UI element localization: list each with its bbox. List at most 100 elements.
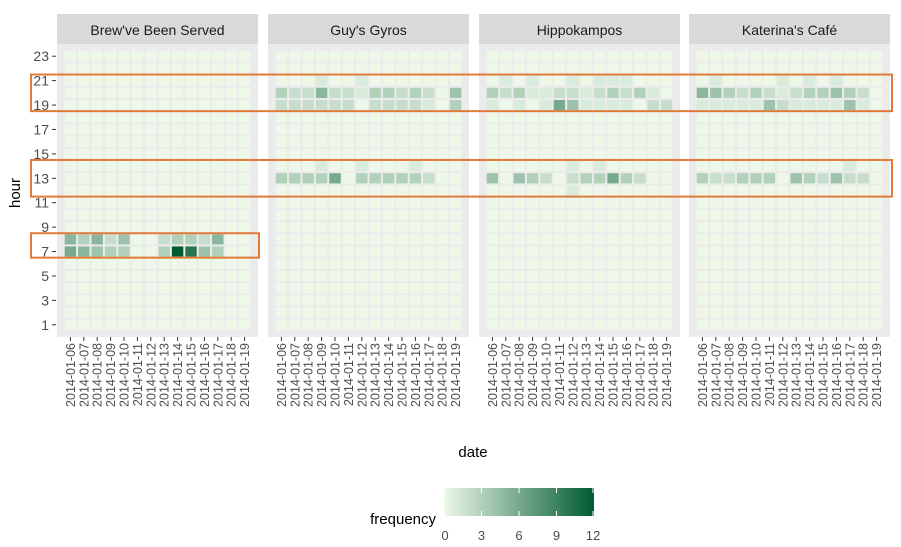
heatmap-cell — [198, 148, 211, 159]
heatmap-cell — [91, 185, 103, 196]
x-tick-label: 2014-01-11 — [131, 343, 145, 406]
heatmap-cell — [844, 234, 856, 245]
heatmap-cell — [212, 270, 224, 282]
heatmap-cell — [275, 246, 288, 257]
heatmap-cell — [857, 87, 869, 98]
heatmap-cell — [620, 148, 633, 159]
heatmap-cell — [647, 148, 659, 159]
heatmap-cell — [844, 307, 856, 318]
x-tick-label: 2014-01-11 — [342, 343, 356, 406]
heatmap-cell — [513, 51, 525, 62]
heatmap-cell — [369, 197, 381, 208]
heatmap-cell — [275, 160, 288, 172]
y-axis-title: hour — [7, 178, 24, 208]
heatmap-cell — [763, 63, 776, 74]
heatmap-cell — [660, 222, 673, 233]
heatmap-cell — [763, 197, 776, 208]
heatmap-cell — [830, 124, 843, 135]
heatmap-cell — [567, 75, 579, 86]
heatmap-cell — [513, 148, 525, 159]
heatmap-cell — [302, 307, 314, 318]
heatmap-cell — [580, 173, 592, 184]
heatmap-cell — [526, 246, 539, 257]
heatmap-cell — [803, 136, 816, 147]
heatmap-cell — [275, 173, 288, 184]
heatmap-cell — [302, 112, 314, 123]
heatmap-cell — [382, 319, 395, 330]
heatmap-cell — [647, 112, 659, 123]
heatmap-cell — [736, 319, 749, 330]
heatmap-cell — [342, 51, 355, 62]
heatmap-cell — [620, 63, 633, 74]
heatmap-cell — [736, 160, 749, 172]
heatmap-cell — [91, 148, 103, 159]
heatmap-cell — [158, 295, 170, 306]
heatmap-cell — [750, 124, 762, 135]
heatmap-cell — [513, 75, 525, 86]
heatmap-cell — [790, 283, 802, 294]
heatmap-cell — [225, 148, 237, 159]
heatmap-cell — [593, 283, 606, 294]
heatmap-cell — [185, 51, 197, 62]
heatmap-cell — [145, 112, 157, 123]
heatmap-cell — [567, 63, 579, 74]
heatmap-cell — [634, 209, 646, 221]
heatmap-cell — [500, 63, 512, 74]
heatmap-cell — [91, 283, 103, 294]
heatmap-cell — [750, 295, 762, 306]
heatmap-cell — [567, 124, 579, 135]
heatmap-cell — [750, 246, 762, 257]
heatmap-cell — [356, 63, 368, 74]
heatmap-cell — [329, 160, 341, 172]
heatmap-cell — [145, 51, 157, 62]
heatmap-cell — [553, 99, 566, 111]
heatmap-cell — [145, 99, 157, 111]
heatmap-cell — [289, 63, 301, 74]
heatmap-cell — [302, 258, 314, 269]
heatmap-cell — [212, 246, 224, 257]
highlight-box — [30, 232, 260, 259]
heatmap-cell — [567, 99, 579, 111]
heatmap-cell — [723, 87, 735, 98]
y-tick-label: 7 — [41, 244, 49, 260]
heatmap-cell — [857, 209, 869, 221]
heatmap-cell — [857, 124, 869, 135]
y-tick-label: 23 — [33, 48, 49, 64]
heatmap-cell — [736, 112, 749, 123]
heatmap-cell — [91, 124, 103, 135]
heatmap-cell — [315, 136, 328, 147]
heatmap-cell — [449, 246, 462, 257]
heatmap-cell — [710, 246, 722, 257]
heatmap-cell — [145, 307, 157, 318]
heatmap-cell — [817, 234, 829, 245]
heatmap-cell — [593, 136, 606, 147]
heatmap-cell — [500, 136, 512, 147]
heatmap-cell — [777, 283, 789, 294]
heatmap-cell — [158, 112, 170, 123]
heatmap-cell — [275, 222, 288, 233]
heatmap-cell — [185, 295, 197, 306]
x-tick-label: 2014-01-12 — [566, 343, 580, 407]
heatmap-cell — [526, 185, 539, 196]
heatmap-cell — [158, 160, 170, 172]
heatmap-cell — [540, 209, 552, 221]
heatmap-cell — [790, 234, 802, 245]
heatmap-cell — [302, 148, 314, 159]
highlight-box — [30, 158, 893, 198]
heatmap-cell — [329, 63, 341, 74]
heatmap-cell — [777, 173, 789, 184]
facet-strip — [689, 14, 890, 44]
heatmap-cell — [844, 246, 856, 257]
heatmap-cell — [790, 51, 802, 62]
heatmap-cell — [91, 173, 103, 184]
heatmap-cell — [409, 307, 422, 318]
heatmap-cell — [777, 234, 789, 245]
heatmap-cell — [409, 148, 422, 159]
heatmap-cell — [369, 307, 381, 318]
heatmap-cell — [185, 99, 197, 111]
heatmap-cell — [607, 209, 619, 221]
heatmap-cell — [382, 258, 395, 269]
heatmap-cell — [660, 258, 673, 269]
heatmap-cell — [356, 319, 368, 330]
